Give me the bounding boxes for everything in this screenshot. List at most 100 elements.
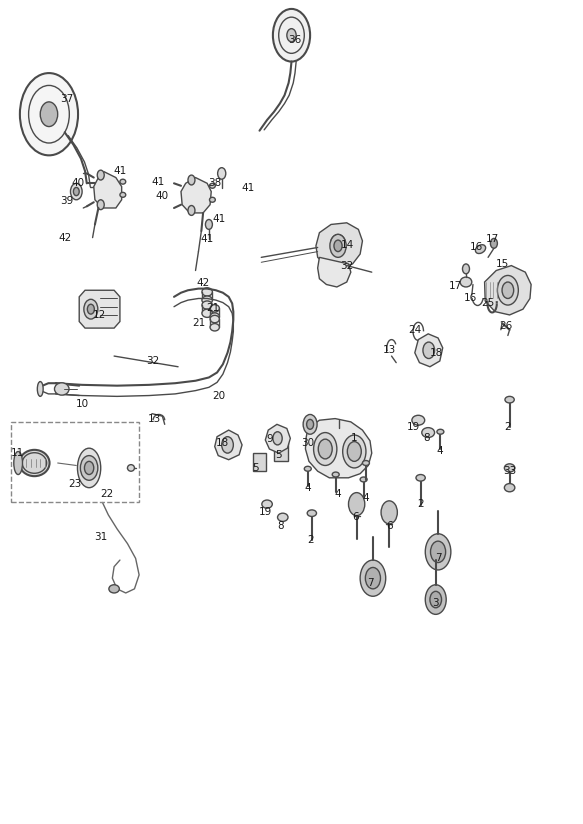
- Text: 16: 16: [464, 293, 477, 303]
- Polygon shape: [415, 334, 442, 367]
- Ellipse shape: [307, 510, 317, 517]
- Text: 21: 21: [206, 302, 220, 312]
- Text: 31: 31: [94, 532, 107, 542]
- Ellipse shape: [120, 192, 126, 197]
- Polygon shape: [79, 290, 120, 328]
- Text: 19: 19: [259, 508, 272, 517]
- Text: 37: 37: [60, 95, 73, 105]
- Text: 1: 1: [351, 433, 357, 443]
- Ellipse shape: [412, 415, 424, 425]
- Text: 7: 7: [367, 578, 373, 588]
- Text: 3: 3: [433, 598, 439, 608]
- Polygon shape: [215, 430, 242, 460]
- Circle shape: [73, 187, 79, 195]
- Ellipse shape: [14, 452, 23, 475]
- Text: 2: 2: [504, 422, 511, 432]
- Ellipse shape: [504, 484, 515, 492]
- Circle shape: [343, 435, 366, 468]
- Ellipse shape: [460, 277, 472, 287]
- Ellipse shape: [262, 500, 272, 508]
- Text: 4: 4: [363, 494, 369, 503]
- Circle shape: [360, 560, 386, 597]
- Ellipse shape: [210, 324, 219, 331]
- Text: 7: 7: [435, 554, 441, 564]
- Polygon shape: [316, 222, 363, 268]
- Ellipse shape: [210, 305, 219, 312]
- Polygon shape: [265, 424, 290, 453]
- Polygon shape: [484, 265, 531, 315]
- Circle shape: [87, 304, 94, 314]
- Circle shape: [303, 414, 317, 434]
- Text: 6: 6: [386, 521, 392, 531]
- Text: 22: 22: [100, 489, 113, 499]
- Text: 9: 9: [266, 434, 273, 444]
- Circle shape: [497, 275, 518, 305]
- Polygon shape: [181, 177, 211, 213]
- Text: 36: 36: [288, 35, 301, 45]
- Text: 5: 5: [275, 450, 282, 460]
- Text: 40: 40: [72, 178, 85, 189]
- Ellipse shape: [332, 472, 339, 477]
- Ellipse shape: [437, 429, 444, 434]
- Text: 41: 41: [201, 234, 214, 244]
- Text: 10: 10: [76, 399, 89, 409]
- Text: 21: 21: [192, 318, 205, 328]
- Text: 26: 26: [499, 321, 512, 330]
- Circle shape: [381, 501, 398, 524]
- Circle shape: [84, 299, 98, 319]
- Circle shape: [502, 282, 514, 298]
- Ellipse shape: [78, 448, 101, 488]
- Circle shape: [273, 432, 282, 445]
- Ellipse shape: [304, 466, 311, 471]
- Text: 4: 4: [304, 483, 311, 493]
- Circle shape: [330, 234, 346, 257]
- Ellipse shape: [19, 450, 50, 476]
- Text: 41: 41: [212, 213, 226, 223]
- Circle shape: [318, 439, 332, 459]
- Text: 41: 41: [151, 176, 164, 187]
- Text: 11: 11: [10, 448, 23, 458]
- Circle shape: [222, 437, 233, 453]
- Ellipse shape: [120, 179, 126, 184]
- Circle shape: [425, 534, 451, 570]
- Bar: [274, 443, 288, 461]
- Text: 8: 8: [424, 433, 430, 443]
- Text: 33: 33: [503, 466, 516, 476]
- Text: 20: 20: [212, 391, 226, 400]
- Circle shape: [80, 456, 98, 480]
- Ellipse shape: [210, 316, 219, 323]
- Ellipse shape: [363, 461, 370, 466]
- Circle shape: [425, 585, 446, 615]
- Ellipse shape: [202, 296, 212, 304]
- Circle shape: [97, 170, 104, 180]
- Ellipse shape: [278, 513, 288, 522]
- Circle shape: [71, 183, 82, 199]
- Polygon shape: [318, 257, 351, 287]
- Circle shape: [188, 175, 195, 185]
- Circle shape: [273, 9, 310, 62]
- Ellipse shape: [422, 428, 434, 438]
- Text: 2: 2: [417, 499, 424, 509]
- Circle shape: [366, 568, 381, 589]
- Text: 17: 17: [486, 234, 499, 244]
- Bar: [252, 453, 266, 471]
- Circle shape: [430, 592, 441, 608]
- Text: 42: 42: [196, 278, 210, 288]
- Circle shape: [287, 29, 296, 42]
- Circle shape: [217, 168, 226, 179]
- Ellipse shape: [54, 383, 69, 396]
- Text: 15: 15: [496, 259, 509, 269]
- Text: 32: 32: [340, 260, 353, 270]
- Ellipse shape: [128, 465, 135, 471]
- Circle shape: [85, 461, 94, 475]
- Circle shape: [40, 102, 58, 127]
- Ellipse shape: [202, 309, 212, 317]
- Text: 42: 42: [58, 232, 71, 242]
- Text: 39: 39: [60, 195, 73, 206]
- Text: 8: 8: [278, 521, 285, 531]
- Text: 4: 4: [335, 489, 341, 499]
- Ellipse shape: [504, 464, 515, 472]
- Text: 23: 23: [69, 479, 82, 489]
- Circle shape: [347, 442, 361, 461]
- Circle shape: [307, 419, 314, 429]
